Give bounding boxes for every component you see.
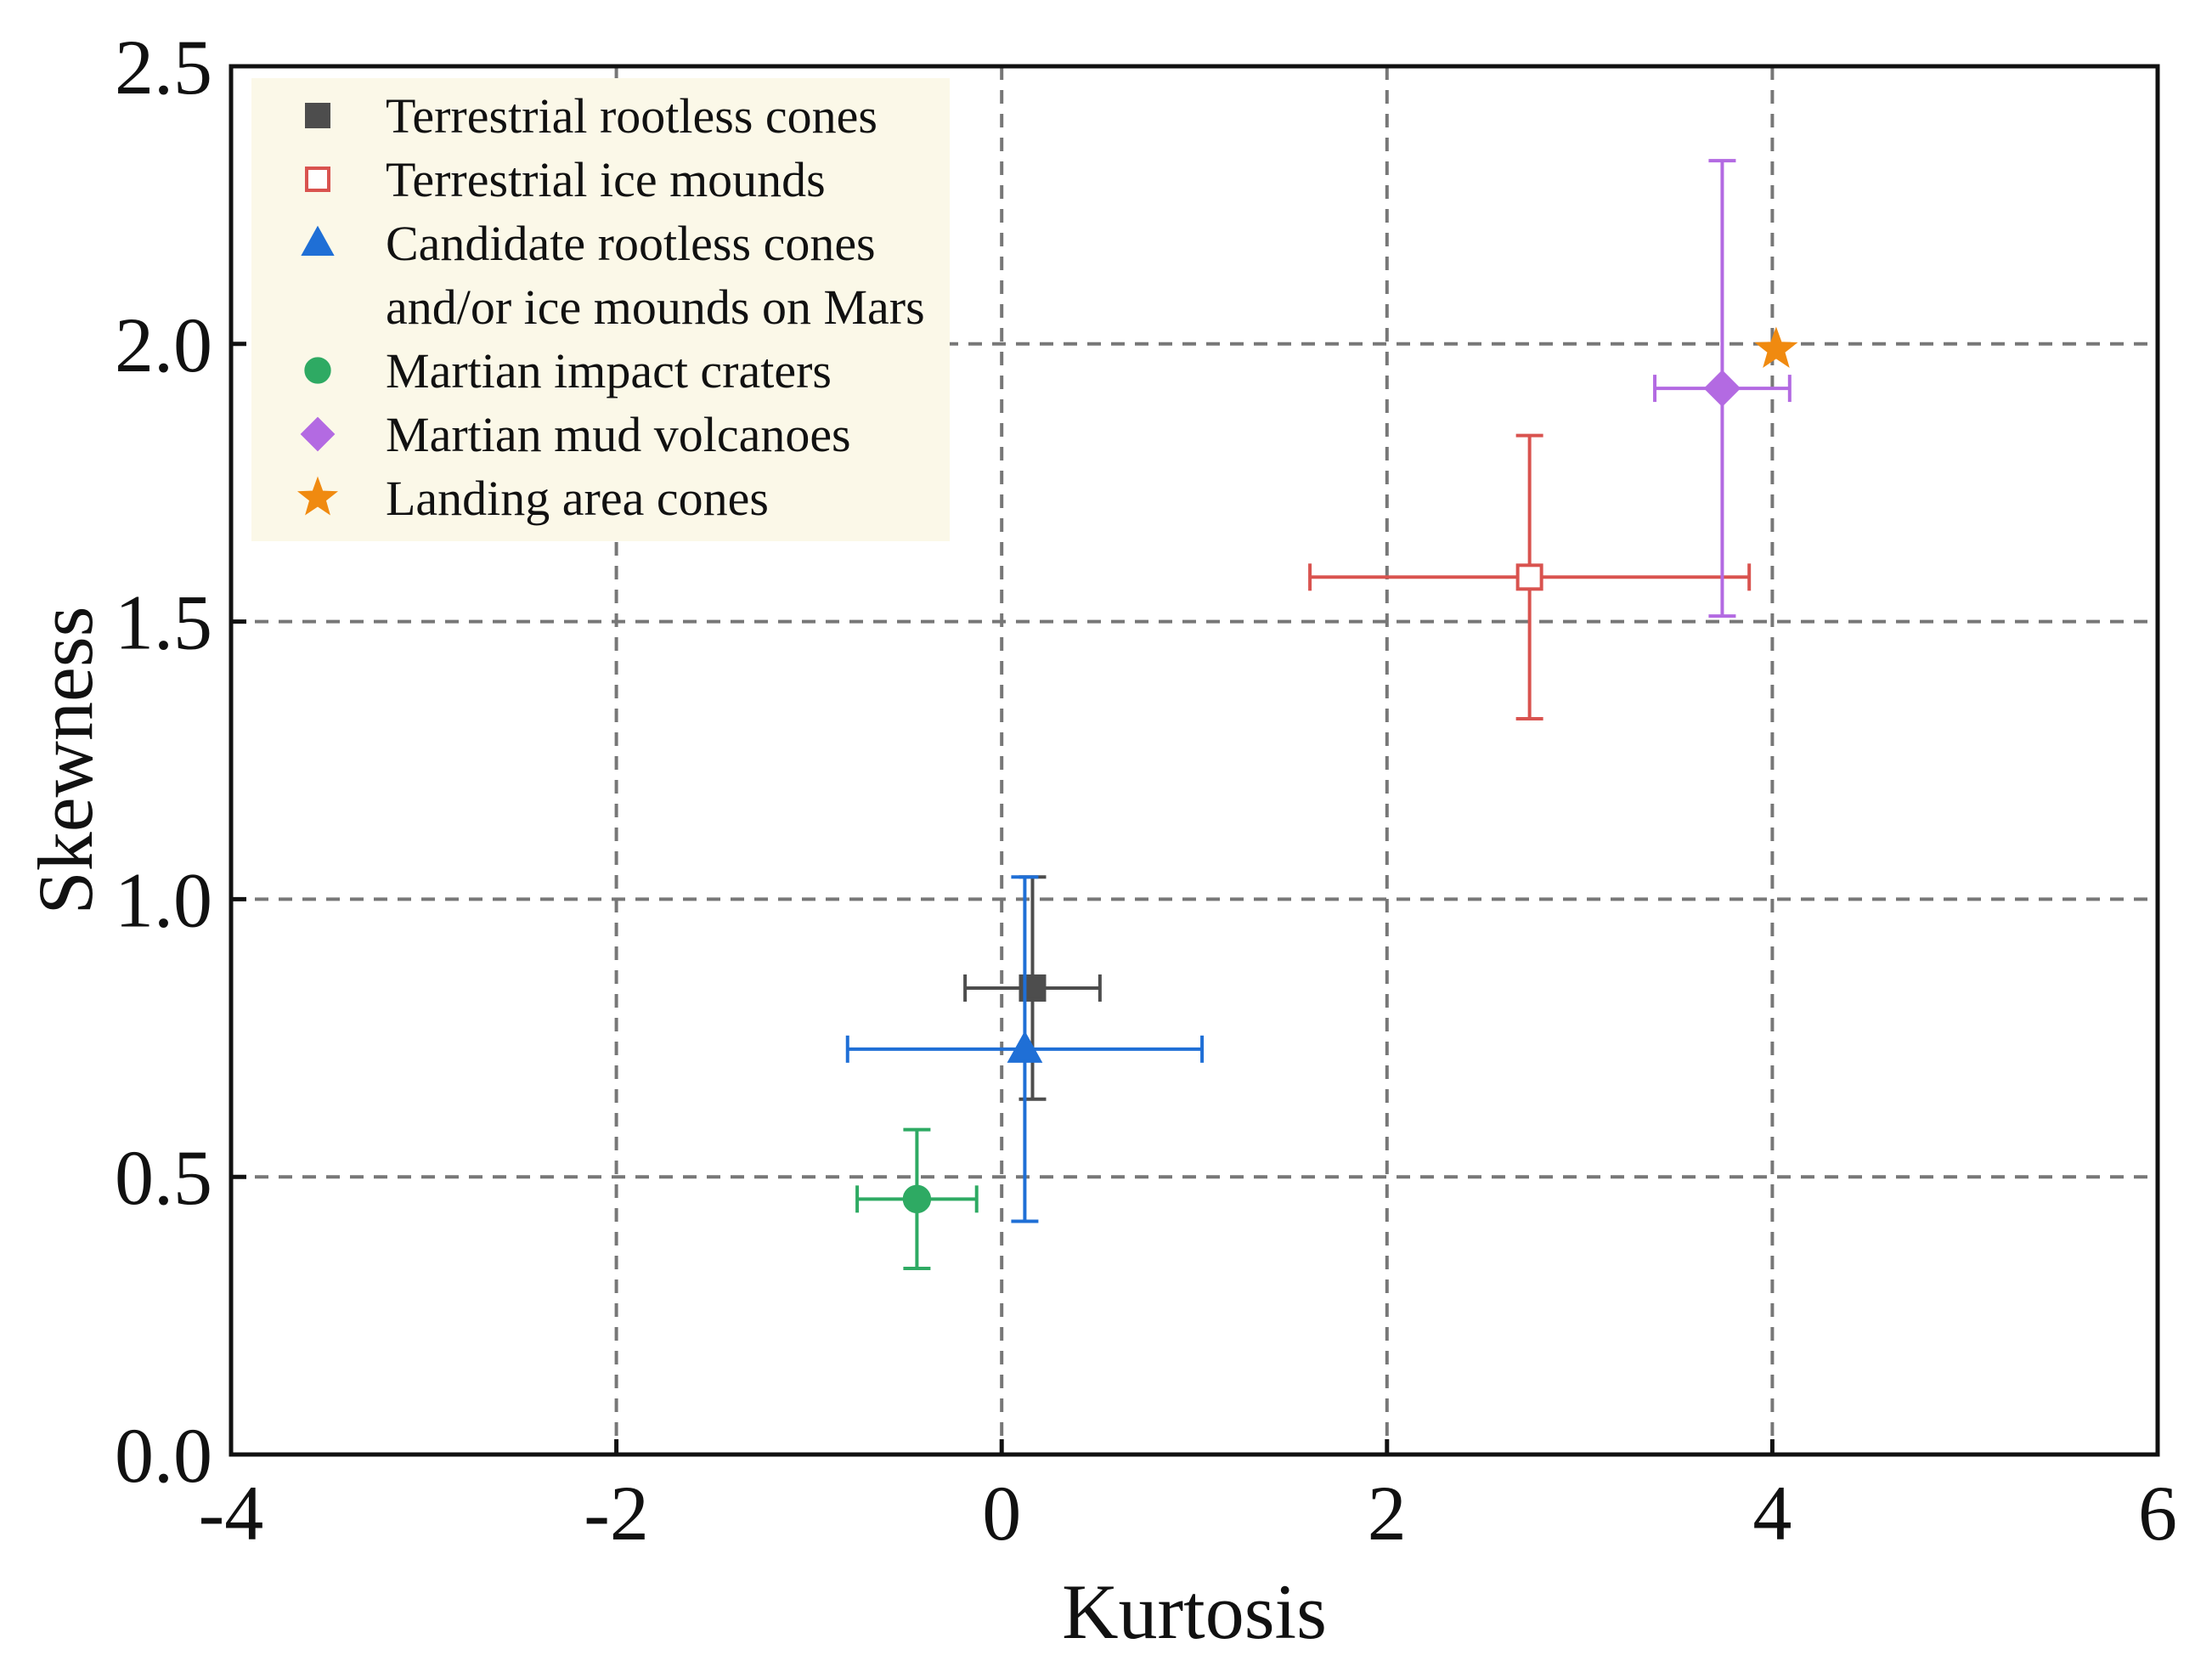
- y-tick-label: 2.0: [115, 302, 212, 388]
- series-square: [963, 875, 1102, 1101]
- plot-area-frame: [229, 64, 2160, 1457]
- series-triangle: [845, 875, 1205, 1223]
- x-tick-label: 4: [1752, 1470, 1792, 1556]
- axis-ticks: -4 -2 0 2 4 6 0.0 0.5 1.0 1.5 2.0 2.5: [115, 24, 2177, 1556]
- legend-item: Candidate rootless cones and/or ice mound…: [301, 216, 925, 335]
- legend-marker-circle: [304, 357, 331, 384]
- y-tick-label: 1.5: [115, 579, 212, 666]
- data-point-triangle: [1007, 1031, 1043, 1063]
- legend-item: Martian mud volcanoes: [300, 407, 851, 462]
- x-tick-label: -2: [584, 1470, 649, 1556]
- legend-marker-square: [305, 167, 330, 192]
- x-axis-title: Kurtosis: [1062, 1568, 1327, 1655]
- legend-label: Landing area cones: [386, 471, 769, 526]
- data-point-circle: [902, 1184, 932, 1214]
- legend-item: Landing area cones: [296, 471, 769, 526]
- legend-marker-square: [305, 103, 330, 128]
- y-tick-label: 0.5: [115, 1134, 212, 1221]
- legend: Terrestrial rootless cones Terrestrial ic…: [251, 78, 950, 541]
- legend-box: [251, 78, 950, 541]
- x-tick-label: 0: [982, 1470, 1021, 1556]
- legend-marker-triangle: [301, 225, 335, 256]
- legend-item: Martian impact craters: [304, 343, 832, 398]
- data-point-star: [1754, 326, 1798, 369]
- legend-label: Candidate rootless cones and/or ice mound…: [386, 216, 925, 335]
- data-point-square: [1515, 563, 1543, 591]
- series-square: [1308, 433, 1752, 720]
- x-tick-label: 6: [2138, 1470, 2177, 1556]
- y-tick-label: 2.5: [115, 24, 212, 110]
- legend-marker-star: [296, 476, 339, 516]
- legend-item: Terrestrial rootless cones: [305, 88, 877, 144]
- legend-item: Terrestrial ice mounds: [305, 152, 826, 207]
- series-circle: [855, 1127, 979, 1271]
- legend-label: Martian mud volcanoes: [386, 407, 851, 462]
- x-tick-label: 2: [1368, 1470, 1407, 1556]
- x-tick-label: -4: [199, 1470, 264, 1556]
- legend-marker-diamond: [300, 416, 336, 452]
- legend-label: Terrestrial ice mounds: [386, 152, 826, 207]
- y-tick-label: 0.0: [115, 1412, 212, 1499]
- series-diamond: [1653, 159, 1792, 619]
- series-star: [1754, 326, 1798, 369]
- y-tick-label: 1.0: [115, 856, 212, 943]
- legend-label: Martian impact craters: [386, 343, 832, 398]
- data-series: [845, 159, 1798, 1271]
- legend-label: Terrestrial rootless cones: [386, 88, 877, 144]
- y-axis-title: Skewness: [22, 607, 109, 915]
- data-point-diamond: [1703, 370, 1741, 407]
